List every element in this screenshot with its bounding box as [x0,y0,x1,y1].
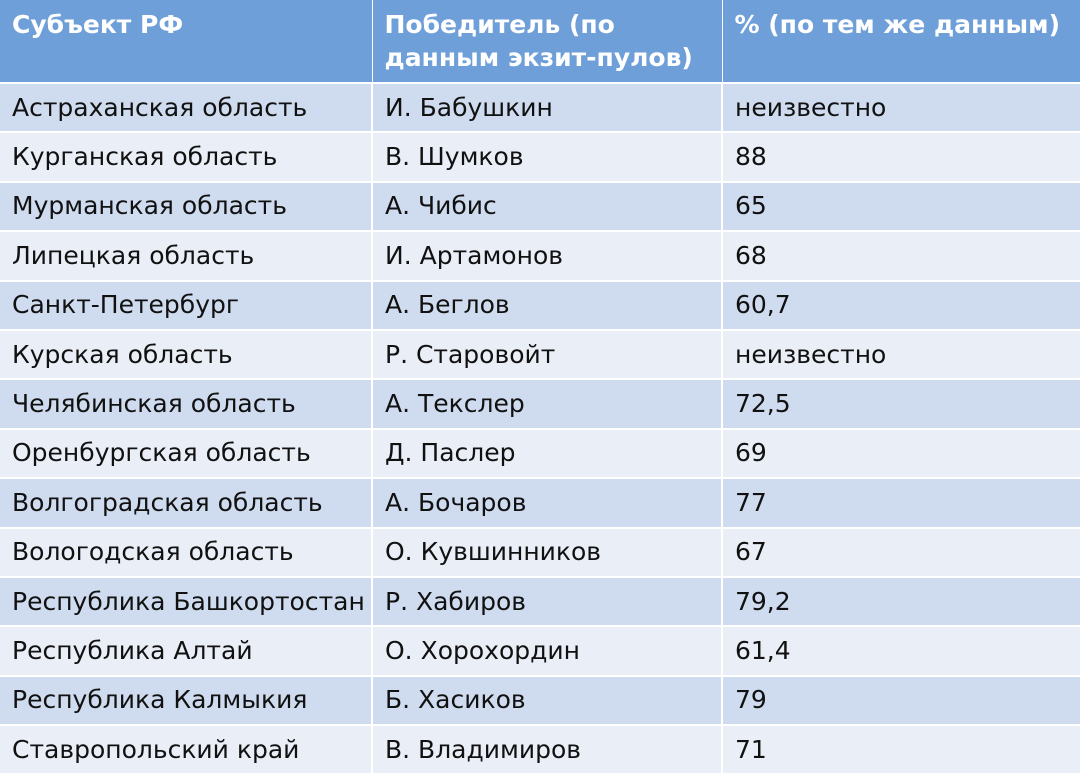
cell-winner: Р. Старовойт [372,329,723,381]
table-row: Астраханская область И. Бабушкин неизвес… [0,83,1080,134]
cell-percent: 71 [722,725,1080,775]
header-winner: Победитель (по данным экзит-пулов) [372,0,723,84]
cell-percent: неизвестно [722,329,1080,381]
cell-winner: И. Артамонов [372,231,723,282]
table-row: Мурманская область А. Чибис 65 [0,181,1080,233]
cell-winner: А. Чибис [372,181,723,233]
cell-winner: Б. Хасиков [372,675,723,727]
cell-region: Республика Алтай [0,626,373,677]
table-row: Курская область Р. Старовойт неизвестно [0,329,1080,381]
cell-percent: 72,5 [722,379,1080,430]
cell-winner: Р. Хабиров [372,576,723,628]
cell-percent: 65 [722,181,1080,233]
table-header: Субъект РФ Победитель (по данным экзит-п… [0,0,1080,84]
cell-percent: 79 [722,675,1080,727]
cell-region: Санкт-Петербург [0,280,373,331]
table-row: Курганская область В. Шумков 88 [0,132,1080,183]
cell-percent: 68 [722,231,1080,282]
table-body: Астраханская область И. Бабушкин неизвес… [0,83,1080,775]
cell-region: Курская область [0,329,373,381]
cell-region: Республика Башкортостан [0,576,373,628]
cell-region: Ставропольский край [0,725,373,775]
cell-region: Челябинская область [0,379,373,430]
cell-winner: А. Текслер [372,379,723,430]
cell-percent: 88 [722,132,1080,183]
cell-region: Оренбургская область [0,428,373,480]
header-region: Субъект РФ [0,0,373,84]
cell-winner: Д. Паслер [372,428,723,480]
table-row: Волгоградская область А. Бочаров 77 [0,478,1080,529]
table-row: Республика Алтай О. Хорохордин 61,4 [0,626,1080,677]
header-row: Субъект РФ Победитель (по данным экзит-п… [0,0,1080,84]
cell-winner: О. Кувшинников [372,527,723,578]
cell-region: Липецкая область [0,231,373,282]
cell-region: Республика Калмыкия [0,675,373,727]
table-row: Вологодская область О. Кувшинников 67 [0,527,1080,578]
cell-region: Курганская область [0,132,373,183]
cell-percent: 69 [722,428,1080,480]
table-row: Липецкая область И. Артамонов 68 [0,231,1080,282]
table-row: Ставропольский край В. Владимиров 71 [0,725,1080,775]
cell-winner: О. Хорохордин [372,626,723,677]
cell-percent: неизвестно [722,83,1080,134]
cell-percent: 77 [722,478,1080,529]
cell-region: Волгоградская область [0,478,373,529]
table-row: Республика Башкортостан Р. Хабиров 79,2 [0,576,1080,628]
cell-winner: В. Шумков [372,132,723,183]
cell-region: Мурманская область [0,181,373,233]
table-row: Республика Калмыкия Б. Хасиков 79 [0,675,1080,727]
cell-percent: 67 [722,527,1080,578]
table-row: Челябинская область А. Текслер 72,5 [0,379,1080,430]
cell-winner: И. Бабушкин [372,83,723,134]
cell-region: Вологодская область [0,527,373,578]
header-percent: % (по тем же данным) [722,0,1080,84]
table-row: Санкт-Петербург А. Беглов 60,7 [0,280,1080,331]
table-row: Оренбургская область Д. Паслер 69 [0,428,1080,480]
cell-region: Астраханская область [0,83,373,134]
cell-percent: 60,7 [722,280,1080,331]
cell-winner: А. Бочаров [372,478,723,529]
cell-winner: А. Беглов [372,280,723,331]
cell-percent: 61,4 [722,626,1080,677]
cell-percent: 79,2 [722,576,1080,628]
cell-winner: В. Владимиров [372,725,723,775]
